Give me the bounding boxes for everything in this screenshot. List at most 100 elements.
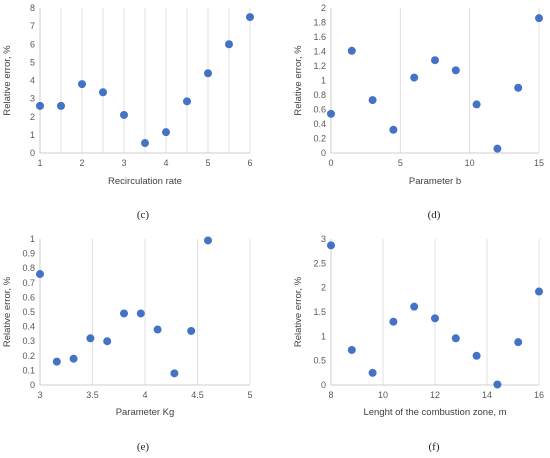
y-axis-label: Relative error, % xyxy=(2,45,13,116)
x-tick-label: 15 xyxy=(534,158,544,168)
data-point xyxy=(451,66,460,75)
y-tick-label: 0.2 xyxy=(313,134,326,144)
data-point xyxy=(368,96,377,105)
y-tick-label: 6 xyxy=(30,39,35,49)
y-axis-label: Relative error, % xyxy=(2,276,13,347)
data-point xyxy=(187,326,196,335)
panel-caption: (c) xyxy=(137,209,150,221)
data-point xyxy=(327,109,335,118)
y-tick-label: 0.6 xyxy=(313,105,326,115)
y-tick-label: 2.5 xyxy=(313,258,326,268)
data-point xyxy=(514,338,523,347)
data-point xyxy=(431,56,439,65)
x-axis-label: Parameter b xyxy=(409,176,461,187)
data-point xyxy=(347,46,356,55)
x-tick-label: 16 xyxy=(534,390,544,400)
y-tick-label: 0.4 xyxy=(22,322,35,332)
x-tick-label: 0 xyxy=(328,158,333,168)
y-tick-label: 2 xyxy=(30,112,35,122)
data-point xyxy=(431,314,439,323)
y-tick-label: 0.6 xyxy=(22,292,35,302)
x-tick-label: 4 xyxy=(163,158,168,168)
x-tick-label: 2 xyxy=(79,158,84,168)
y-tick-label: 0.5 xyxy=(22,307,35,317)
y-tick-label: 1 xyxy=(321,331,326,341)
data-point xyxy=(535,14,543,23)
y-tick-label: 7 xyxy=(30,21,35,31)
data-point xyxy=(162,128,170,137)
data-point xyxy=(493,380,502,389)
data-point xyxy=(36,270,44,279)
x-tick-label: 10 xyxy=(378,390,388,400)
data-point xyxy=(103,337,112,346)
data-point xyxy=(153,325,162,334)
y-tick-label: 1.2 xyxy=(313,61,326,71)
x-tick-label: 6 xyxy=(247,158,252,168)
y-tick-label: 0.8 xyxy=(22,263,35,273)
data-point xyxy=(69,354,78,363)
data-point xyxy=(389,125,398,134)
y-tick-label: 0.9 xyxy=(22,249,35,259)
panel-caption: (e) xyxy=(137,441,150,453)
y-tick-label: 0.7 xyxy=(22,278,35,288)
x-tick-label: 3 xyxy=(37,390,42,400)
data-point xyxy=(57,101,65,110)
data-point xyxy=(493,144,502,153)
y-tick-label: 0.3 xyxy=(22,336,35,346)
x-tick-label: 5 xyxy=(247,390,252,400)
y-tick-label: 0.4 xyxy=(313,119,326,129)
data-point xyxy=(52,357,61,366)
y-tick-label: 2 xyxy=(321,3,326,13)
y-tick-label: 1 xyxy=(30,234,35,244)
data-point xyxy=(472,100,481,109)
y-axis-label: Relative error, % xyxy=(293,276,304,347)
y-tick-label: 0 xyxy=(321,148,326,158)
y-tick-label: 0.5 xyxy=(313,356,326,366)
y-tick-label: 0.2 xyxy=(22,351,35,361)
x-tick-label: 12 xyxy=(430,390,440,400)
data-point xyxy=(389,317,398,326)
data-point xyxy=(36,101,44,110)
data-point xyxy=(514,83,523,92)
y-tick-label: 2 xyxy=(321,283,326,293)
data-point xyxy=(120,110,128,119)
y-tick-label: 1 xyxy=(30,130,35,140)
data-point xyxy=(472,351,481,360)
x-tick-label: 1 xyxy=(37,158,42,168)
y-tick-label: 0.1 xyxy=(22,365,35,375)
data-point xyxy=(183,97,191,106)
data-point xyxy=(368,368,377,377)
x-tick-label: 4 xyxy=(142,390,147,400)
y-tick-label: 8 xyxy=(30,3,35,13)
y-tick-label: 1 xyxy=(321,76,326,86)
x-axis-label: Lenght of the combustion zone, m xyxy=(363,407,506,418)
chart-e: 3 3.5 4 4.5 5 0 0.1 0.2 0.3 0.4 0.5 0.6 0.7 0.8 0.9 1 Pa… xyxy=(2,234,253,453)
data-point xyxy=(347,345,356,354)
data-point xyxy=(86,334,95,343)
data-point xyxy=(204,69,212,78)
data-point xyxy=(78,80,86,89)
panel-caption: (d) xyxy=(428,209,441,221)
y-axis-label: Relative error, % xyxy=(293,45,304,116)
data-point xyxy=(410,73,419,82)
chart-f: 8 10 12 14 16 0 0.5 1 1.5 2 2.5 3 Lenght of the comb… xyxy=(293,234,544,453)
y-tick-label: 5 xyxy=(30,57,35,67)
x-tick-label: 8 xyxy=(328,390,333,400)
data-point xyxy=(410,302,419,311)
x-tick-label: 3 xyxy=(121,158,126,168)
data-point xyxy=(99,88,107,97)
y-tick-label: 4 xyxy=(30,76,35,86)
y-tick-label: 1.4 xyxy=(313,47,326,57)
x-tick-label: 10 xyxy=(465,158,475,168)
y-tick-label: 0 xyxy=(321,380,326,390)
data-point xyxy=(225,40,233,49)
data-point xyxy=(451,334,460,343)
x-tick-label: 3.5 xyxy=(86,390,99,400)
x-tick-label: 14 xyxy=(482,390,492,400)
x-tick-label: 4.5 xyxy=(191,390,204,400)
data-point xyxy=(535,287,543,296)
y-tick-label: 0 xyxy=(30,148,35,158)
y-tick-label: 1.8 xyxy=(313,18,326,28)
